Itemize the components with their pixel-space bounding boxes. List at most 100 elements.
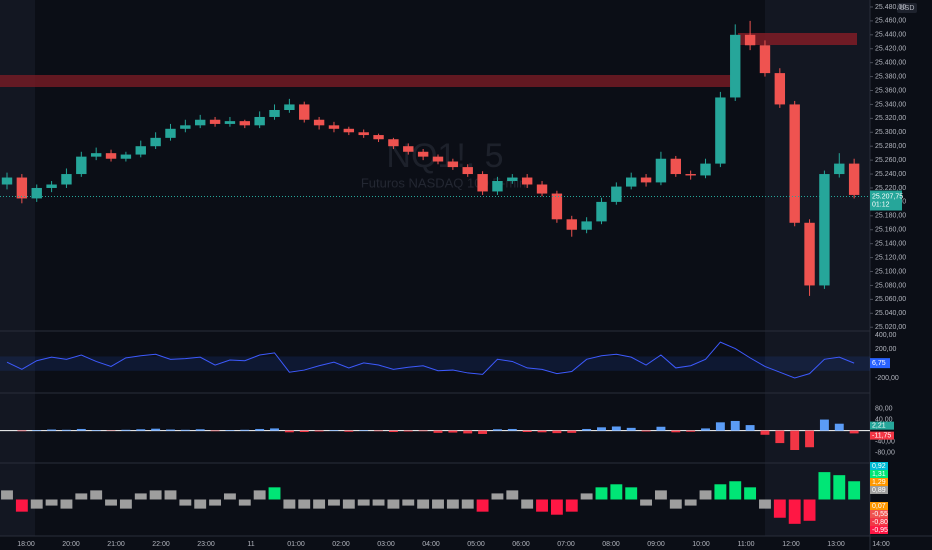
momentum-bar — [641, 430, 651, 432]
strength-bar — [684, 499, 697, 506]
y-tick-label: 200,00 — [875, 346, 897, 353]
last-price-label: 25.207,75 — [872, 193, 903, 200]
x-tick-label: 01:00 — [287, 541, 305, 548]
candle-body — [31, 187, 42, 199]
candle-body — [581, 221, 592, 230]
strength-bar — [744, 487, 757, 500]
candle-body — [299, 104, 310, 120]
momentum-bar — [225, 430, 235, 431]
strength-label: 0,89 — [872, 487, 886, 494]
momentum-bar — [611, 426, 621, 431]
x-tick-label: 20:00 — [62, 541, 80, 548]
strength-label-box — [870, 518, 888, 526]
candle-body — [477, 174, 488, 192]
momentum-bar — [195, 429, 205, 431]
momentum-bar — [32, 430, 42, 431]
strength-bar — [194, 499, 207, 509]
candle-body — [536, 184, 548, 194]
y-tick-label: 25.420,00 — [875, 46, 906, 53]
oscillator-band — [0, 356, 870, 371]
momentum-bar — [210, 430, 220, 432]
strength-bar — [268, 487, 281, 500]
momentum-bar — [418, 430, 428, 432]
oscillator-last-box — [870, 358, 890, 369]
momentum-bar — [507, 428, 517, 431]
y-tick-label: 25.160,00 — [875, 227, 906, 234]
strength-bar — [164, 490, 177, 500]
candle-body — [358, 132, 369, 136]
momentum-bar — [671, 430, 681, 433]
momentum-bar — [626, 427, 636, 431]
strength-bar — [833, 475, 846, 500]
momentum-bar — [448, 430, 458, 433]
y-tick-label: -200,00 — [875, 375, 899, 382]
candle-body — [195, 119, 206, 126]
strength-bar — [521, 499, 534, 509]
x-tick-label: 21:00 — [107, 541, 125, 548]
x-tick-label: 10:00 — [692, 541, 710, 548]
momentum-bar — [492, 429, 502, 431]
candle-body — [46, 184, 57, 188]
y-tick-label: 25.120,00 — [875, 254, 906, 261]
candle-body — [834, 163, 845, 175]
momentum-last-box — [870, 421, 894, 430]
candle-body — [685, 174, 696, 176]
y-tick-label: 25.400,00 — [875, 60, 906, 67]
momentum-bar — [715, 422, 725, 431]
strength-bar — [848, 481, 861, 500]
x-tick-label: 14:00 — [872, 541, 890, 548]
candle-body — [670, 158, 681, 175]
momentum-bar — [522, 430, 532, 433]
candle-body — [1, 177, 13, 185]
strength-bar — [417, 499, 430, 509]
strength-label-box — [870, 470, 888, 478]
momentum-bar — [388, 430, 398, 433]
y-tick-label: 25.040,00 — [875, 310, 906, 317]
momentum-bar — [91, 430, 101, 431]
strength-bar — [669, 499, 682, 509]
y-tick-label: 40,00 — [875, 416, 893, 423]
x-tick-label: 11 — [247, 541, 254, 548]
strength-label: 1,31 — [872, 471, 886, 478]
y-tick-label: 25.480,00 — [875, 4, 906, 11]
strength-bar — [209, 499, 222, 506]
momentum-bar — [180, 429, 190, 431]
momentum-bar — [463, 430, 473, 434]
y-tick-label: -40,00 — [875, 439, 895, 446]
y-tick-label: 80,00 — [875, 405, 893, 412]
strength-bar — [803, 499, 816, 521]
candle-body — [655, 158, 667, 183]
candle-body — [759, 45, 771, 74]
strength-bar — [134, 493, 147, 500]
strength-bar — [565, 499, 578, 512]
candle-body — [224, 121, 236, 124]
y-tick-label: 400,00 — [875, 332, 897, 339]
momentum-bar — [314, 430, 324, 432]
candle-body — [744, 34, 756, 46]
candle-body — [284, 104, 295, 110]
currency-box[interactable] — [897, 3, 917, 13]
momentum-bar — [151, 428, 161, 431]
candle-body — [150, 137, 161, 147]
y-tick-label: 25.460,00 — [875, 18, 906, 25]
strength-bar — [610, 484, 623, 500]
momentum-bar — [17, 430, 27, 432]
strength-bar — [357, 499, 370, 506]
strength-bar — [253, 490, 266, 500]
strength-label: 1,29 — [872, 479, 886, 486]
strength-label-box — [870, 502, 888, 510]
momentum-bar — [790, 430, 800, 450]
strength-bar — [818, 472, 831, 500]
strength-bar — [298, 499, 311, 509]
y-tick-label: 25.380,00 — [875, 73, 906, 80]
strength-label: -0,95 — [872, 527, 888, 534]
candle-body — [373, 135, 384, 140]
currency[interactable]: USD — [900, 5, 915, 12]
strength-bar — [1, 490, 13, 500]
y-tick-label: 25.260,00 — [875, 157, 906, 164]
strength-label: -0,80 — [872, 519, 888, 526]
candle-body — [640, 177, 652, 183]
momentum-bar — [240, 429, 250, 431]
candle-body — [626, 177, 637, 187]
watermark-title: NQ1!, 5 — [386, 137, 503, 175]
